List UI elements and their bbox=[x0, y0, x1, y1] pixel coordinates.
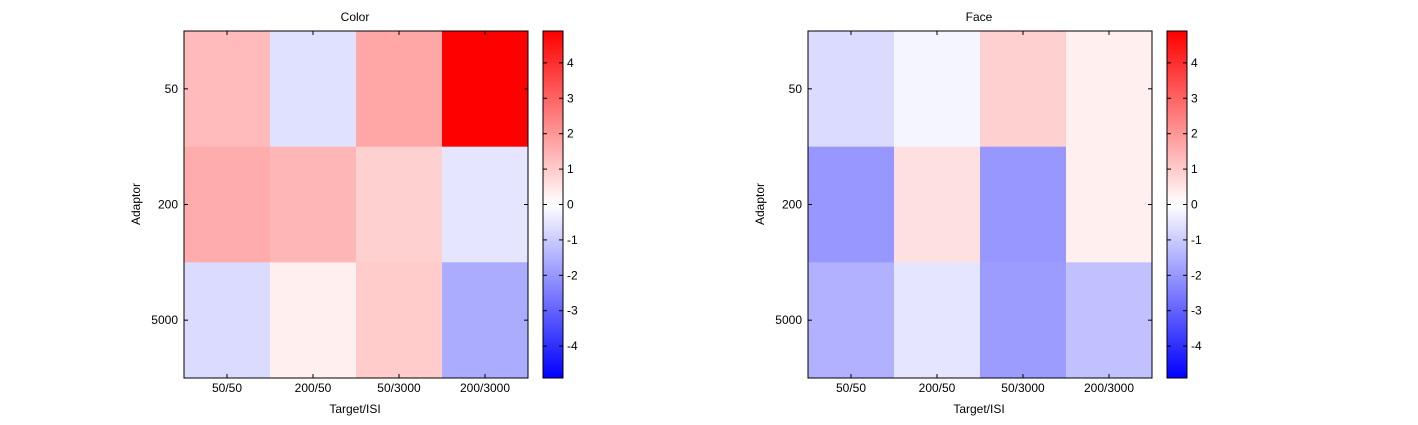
colorbar-tick-label: -1 bbox=[1191, 233, 1202, 247]
heatmap-panel-face: Face Target/ISI Adaptor 50/50 200/50 50/30… bbox=[753, 10, 1202, 416]
x-axis-label: Target/ISI bbox=[329, 402, 380, 416]
chart-title: Color bbox=[341, 10, 370, 24]
heatmap-cell bbox=[270, 31, 357, 148]
x-axis-label: Target/ISI bbox=[953, 402, 1004, 416]
colorbar-tick-label: -1 bbox=[567, 233, 578, 247]
x-tick-label: 50/3000 bbox=[1001, 381, 1045, 395]
y-axis-label: Adaptor bbox=[753, 183, 767, 225]
heatmap-cell bbox=[184, 31, 271, 148]
heatmap-cell bbox=[270, 146, 357, 263]
heatmap-cell bbox=[1066, 146, 1153, 263]
colorbar-tick-label: 1 bbox=[567, 162, 574, 176]
heatmap-cell bbox=[442, 31, 529, 148]
colorbar-tick-label: 3 bbox=[567, 91, 574, 105]
x-tick-label: 200/50 bbox=[295, 381, 332, 395]
colorbar-tick-label: 1 bbox=[1191, 162, 1198, 176]
x-tick-label: 200/50 bbox=[919, 381, 956, 395]
heatmap-cell bbox=[1066, 262, 1153, 379]
heatmap-cell bbox=[270, 262, 357, 379]
heatmap-cell bbox=[808, 146, 895, 263]
y-axis-label: Adaptor bbox=[129, 183, 143, 225]
y-tick-label: 50 bbox=[165, 82, 179, 96]
colorbar-tick-label: 3 bbox=[1191, 91, 1198, 105]
chart-title: Face bbox=[966, 10, 993, 24]
colorbar-tick-label: -4 bbox=[1191, 339, 1202, 353]
x-tick-label: 50/50 bbox=[836, 381, 866, 395]
heatmap-cell bbox=[184, 262, 271, 379]
x-tick-label: 50/50 bbox=[212, 381, 242, 395]
colorbar-tick-label: -3 bbox=[1191, 304, 1202, 318]
colorbar-tick-label: -4 bbox=[567, 339, 578, 353]
heatmap-panel-color: Color Target/ISI Adaptor 50/50 200/50 50/3… bbox=[129, 10, 578, 416]
heatmap-cell bbox=[980, 146, 1067, 263]
heatmap-cell bbox=[1066, 31, 1153, 148]
heatmap-cell bbox=[356, 262, 443, 379]
x-tick-label: 50/3000 bbox=[377, 381, 421, 395]
colorbar-tick-label: -3 bbox=[567, 304, 578, 318]
y-tick-label: 200 bbox=[782, 198, 802, 212]
heatmap-cell bbox=[442, 146, 529, 263]
heatmap-cell bbox=[808, 31, 895, 148]
heatmap-cell bbox=[808, 262, 895, 379]
heatmap-cell bbox=[356, 31, 443, 148]
y-tick-label: 5000 bbox=[151, 313, 178, 327]
colorbar-tick-label: -2 bbox=[567, 268, 578, 282]
heatmap-cell bbox=[356, 146, 443, 263]
y-tick-label: 200 bbox=[158, 198, 178, 212]
heatmap-cell bbox=[442, 262, 529, 379]
colorbar-tick-label: 2 bbox=[567, 127, 574, 141]
x-tick-label: 200/3000 bbox=[460, 381, 510, 395]
heatmap-cell bbox=[184, 146, 271, 263]
x-tick-label: 200/3000 bbox=[1084, 381, 1134, 395]
colorbar-tick-label: 2 bbox=[1191, 127, 1198, 141]
colorbar-tick-label: 0 bbox=[567, 198, 574, 212]
y-tick-label: 50 bbox=[789, 82, 803, 96]
colorbar-tick-label: 4 bbox=[1191, 56, 1198, 70]
colorbar-tick-label: 0 bbox=[1191, 198, 1198, 212]
heatmap-cell bbox=[894, 31, 981, 148]
heatmap-cell bbox=[894, 146, 981, 263]
heatmap-cell bbox=[980, 262, 1067, 379]
colorbar-tick-label: -2 bbox=[1191, 268, 1202, 282]
heatmap-cell bbox=[980, 31, 1067, 148]
colorbar-tick-label: 4 bbox=[567, 56, 574, 70]
y-tick-label: 5000 bbox=[775, 313, 802, 327]
heatmap-cell bbox=[894, 262, 981, 379]
